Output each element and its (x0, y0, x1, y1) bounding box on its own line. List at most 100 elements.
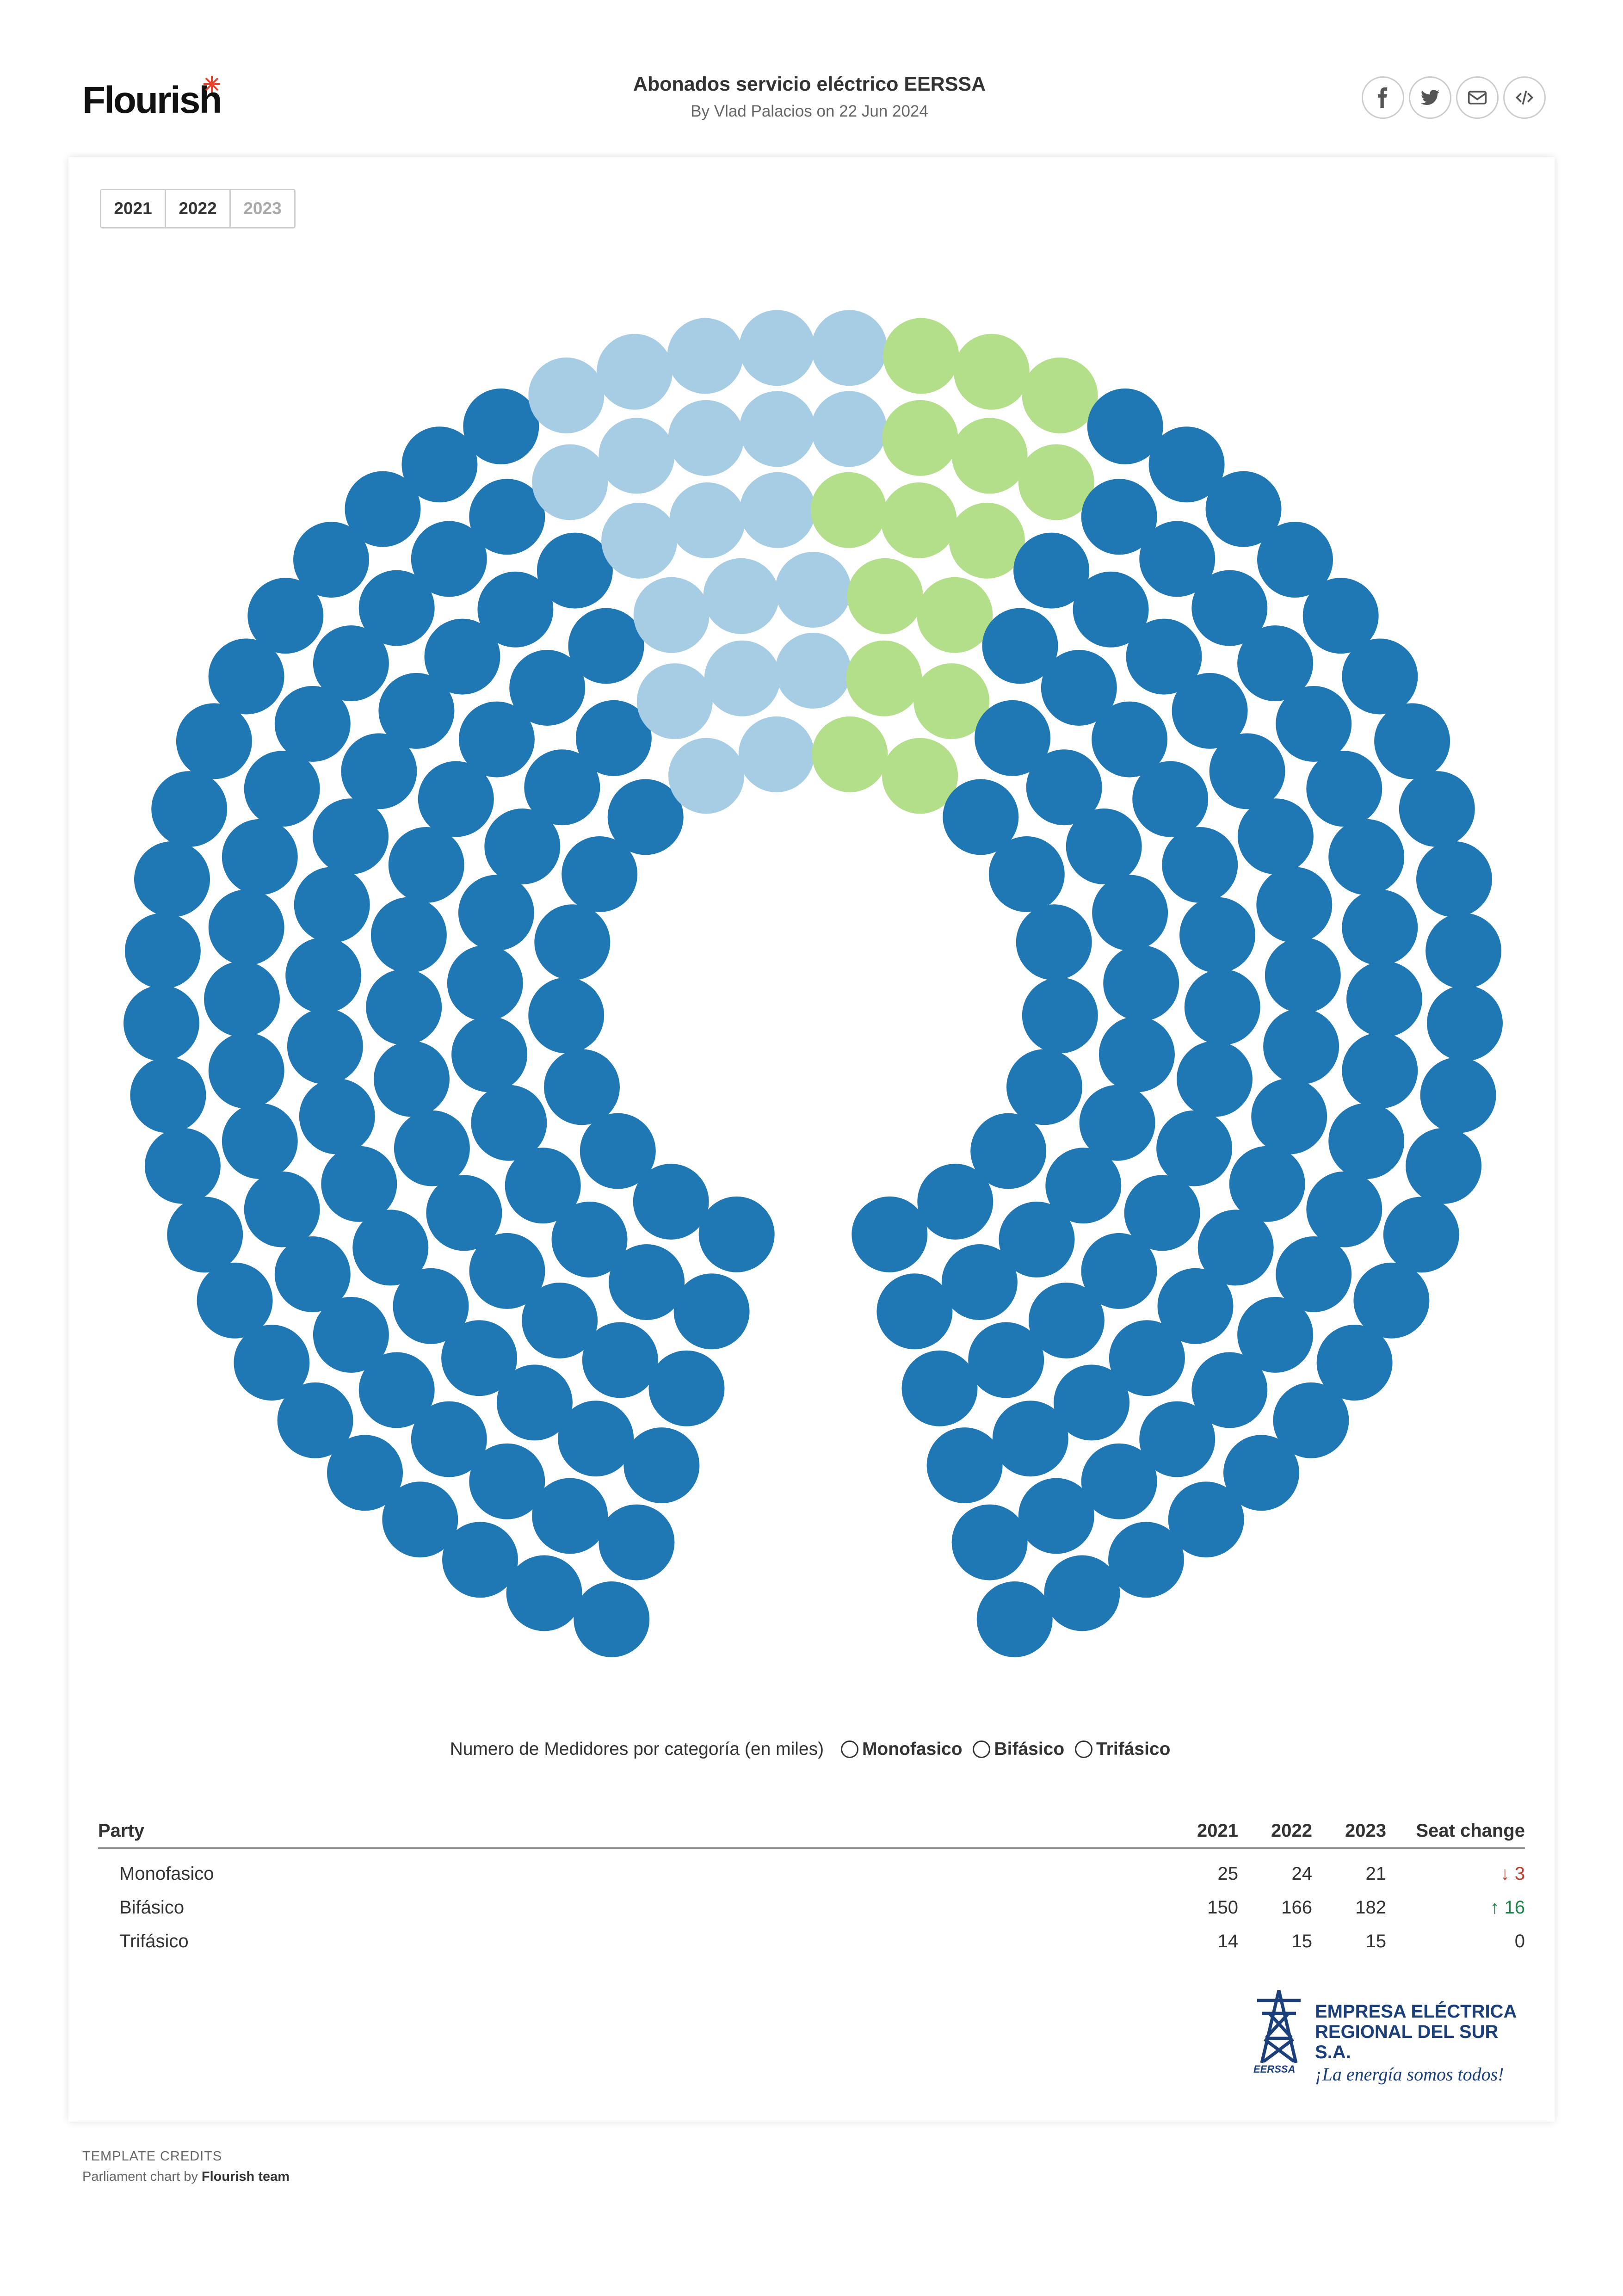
seat-monofasico[interactable] (704, 640, 780, 716)
seat-bifasico[interactable] (1237, 798, 1314, 875)
seat-bifasico[interactable] (469, 1233, 545, 1309)
seat-trifasico[interactable] (812, 716, 888, 792)
seat-bifasico[interactable] (648, 1350, 725, 1426)
seat-bifasico[interactable] (293, 522, 369, 598)
seat-bifasico[interactable] (1273, 1382, 1349, 1458)
seat-bifasico[interactable] (1342, 889, 1418, 966)
seat-bifasico[interactable] (451, 1016, 528, 1092)
seat-bifasico[interactable] (1156, 1110, 1233, 1186)
seat-bifasico[interactable] (1209, 733, 1285, 809)
seat-monofasico[interactable] (636, 663, 713, 740)
seat-bifasico[interactable] (558, 1401, 634, 1477)
seat-bifasico[interactable] (1179, 897, 1256, 973)
seat-bifasico[interactable] (441, 1320, 518, 1396)
seat-bifasico[interactable] (1237, 625, 1314, 702)
seat-bifasico[interactable] (1346, 961, 1422, 1037)
seat-bifasico[interactable] (388, 827, 464, 903)
seat-trifasico[interactable] (953, 333, 1030, 410)
seat-bifasico[interactable] (1098, 1016, 1175, 1092)
seat-bifasico[interactable] (366, 969, 442, 1045)
seat-bifasico[interactable] (313, 1296, 389, 1373)
seat-bifasico[interactable] (1045, 1148, 1122, 1224)
seat-bifasico[interactable] (426, 1175, 502, 1251)
seat-bifasico[interactable] (1184, 969, 1260, 1045)
seat-bifasico[interactable] (1016, 904, 1092, 981)
seat-trifasico[interactable] (949, 502, 1025, 579)
seat-bifasico[interactable] (1177, 1041, 1253, 1117)
seat-bifasico[interactable] (463, 388, 539, 464)
seat-bifasico[interactable] (1073, 571, 1149, 648)
seat-bifasico[interactable] (345, 471, 421, 547)
tab-2021[interactable]: 2021 (101, 190, 166, 227)
seat-bifasico[interactable] (274, 686, 351, 762)
seat-bifasico[interactable] (1406, 1128, 1482, 1204)
seat-bifasico[interactable] (244, 751, 320, 827)
seat-bifasico[interactable] (1306, 751, 1382, 827)
seat-monofasico[interactable] (599, 418, 675, 494)
seat-trifasico[interactable] (1018, 444, 1094, 520)
seat-trifasico[interactable] (917, 577, 993, 653)
seat-monofasico[interactable] (740, 472, 816, 548)
seat-bifasico[interactable] (917, 1164, 994, 1240)
seat-bifasico[interactable] (1162, 827, 1238, 903)
seat-bifasico[interactable] (623, 1427, 700, 1504)
seat-monofasico[interactable] (775, 552, 851, 628)
seat-bifasico[interactable] (534, 904, 611, 981)
seat-bifasico[interactable] (673, 1273, 750, 1350)
seat-bifasico[interactable] (582, 1322, 658, 1398)
seat-bifasico[interactable] (208, 889, 284, 966)
seat-bifasico[interactable] (1265, 937, 1341, 1013)
seat-bifasico[interactable] (418, 761, 494, 837)
seat-bifasico[interactable] (313, 625, 389, 702)
seat-bifasico[interactable] (1013, 532, 1090, 609)
tab-2023[interactable]: 2023 (231, 190, 294, 227)
seat-trifasico[interactable] (881, 482, 957, 558)
seat-bifasico[interactable] (537, 532, 613, 609)
twitter-share-button[interactable] (1409, 76, 1451, 119)
credits-author[interactable]: Flourish team (201, 2169, 290, 2184)
seat-bifasico[interactable] (1092, 875, 1168, 951)
seat-monofasico[interactable] (668, 400, 744, 476)
seat-trifasico[interactable] (810, 472, 887, 548)
seat-bifasico[interactable] (599, 1504, 675, 1580)
seat-bifasico[interactable] (1139, 521, 1216, 597)
seat-bifasico[interactable] (1306, 1171, 1382, 1247)
seat-bifasico[interactable] (1109, 1320, 1185, 1396)
seat-bifasico[interactable] (458, 701, 535, 778)
seat-trifasico[interactable] (882, 738, 958, 814)
seat-bifasico[interactable] (1257, 522, 1333, 598)
seat-bifasico[interactable] (1044, 1555, 1120, 1631)
seat-bifasico[interactable] (1237, 1296, 1314, 1373)
seat-bifasico[interactable] (982, 608, 1058, 684)
seat-bifasico[interactable] (469, 479, 545, 555)
facebook-share-button[interactable] (1362, 76, 1404, 119)
seat-bifasico[interactable] (176, 703, 252, 779)
seat-bifasico[interactable] (1302, 578, 1379, 654)
seat-bifasico[interactable] (901, 1350, 978, 1426)
seat-bifasico[interactable] (1081, 479, 1157, 555)
seat-bifasico[interactable] (1276, 686, 1352, 762)
seat-bifasico[interactable] (358, 570, 435, 646)
seat-bifasico[interactable] (401, 426, 478, 503)
seat-bifasico[interactable] (1342, 638, 1418, 715)
seat-bifasico[interactable] (1126, 618, 1202, 695)
seat-bifasico[interactable] (274, 1236, 351, 1312)
seat-bifasico[interactable] (382, 1481, 458, 1558)
seat-bifasico[interactable] (222, 819, 298, 895)
seat-trifasico[interactable] (846, 640, 922, 716)
seat-bifasico[interactable] (524, 749, 600, 826)
seat-monofasico[interactable] (528, 357, 605, 433)
seat-bifasico[interactable] (1256, 867, 1333, 943)
seat-bifasico[interactable] (1172, 673, 1248, 749)
seat-monofasico[interactable] (668, 738, 744, 814)
seat-bifasico[interactable] (1427, 985, 1503, 1062)
seat-bifasico[interactable] (277, 1382, 353, 1458)
seat-bifasico[interactable] (1328, 819, 1405, 895)
seat-bifasico[interactable] (469, 1443, 545, 1519)
seat-bifasico[interactable] (943, 779, 1019, 855)
seat-bifasico[interactable] (294, 867, 370, 943)
seat-bifasico[interactable] (394, 1110, 470, 1186)
seat-bifasico[interactable] (544, 1049, 620, 1125)
seat-trifasico[interactable] (913, 663, 990, 740)
flourish-logo[interactable]: Flourish (82, 79, 222, 121)
